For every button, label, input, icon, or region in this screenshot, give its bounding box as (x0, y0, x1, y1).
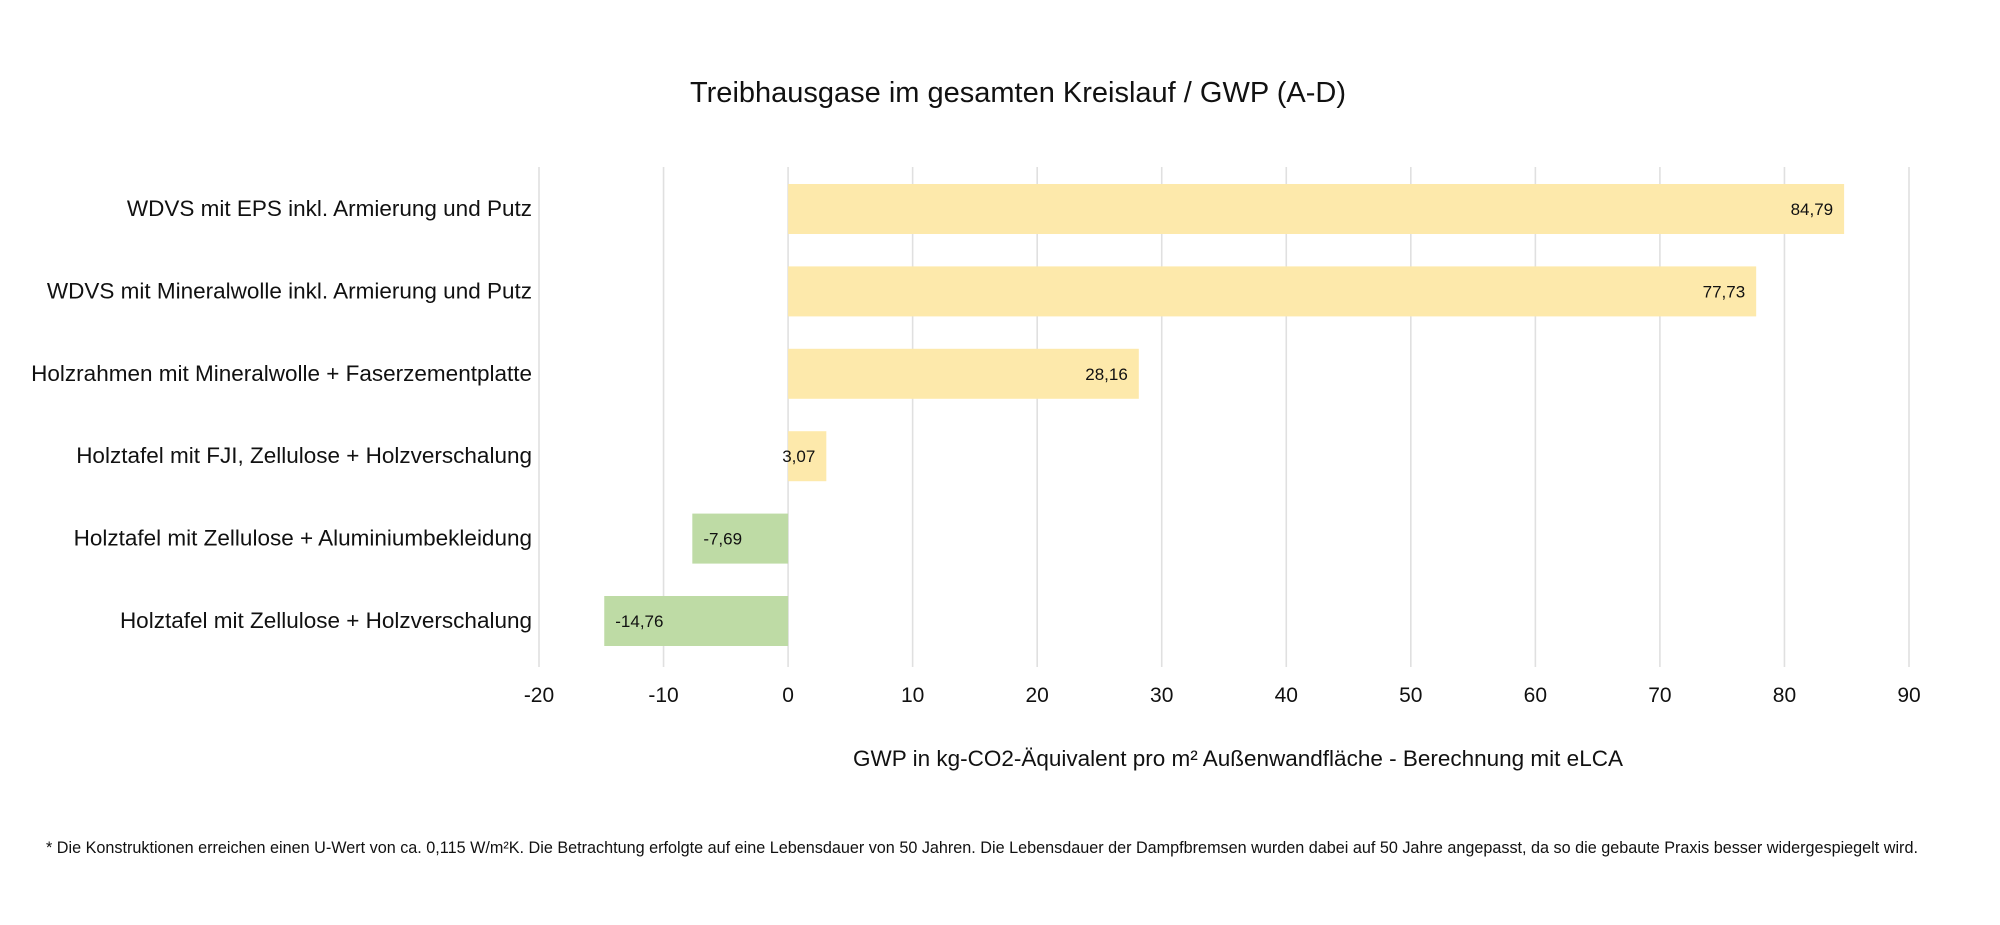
category-label: WDVS mit Mineralwolle inkl. Armierung un… (47, 278, 532, 303)
category-label: Holztafel mit FJI, Zellulose + Holzversc… (76, 443, 532, 468)
x-axis-ticks: -20 -10 0 10 20 30 40 50 60 70 80 90 (524, 684, 1921, 707)
data-label: -14,76 (615, 612, 663, 631)
bar (604, 596, 789, 646)
x-tick-label: 70 (1648, 684, 1671, 707)
data-label: 77,73 (1703, 282, 1746, 301)
x-axis-title: GWP in kg-CO2-Äquivalent pro m² Außenwan… (853, 746, 1623, 771)
x-tick-label: -20 (524, 684, 554, 707)
x-tick-label: 80 (1773, 684, 1796, 707)
bar (788, 348, 1139, 399)
x-tick-label: -10 (648, 684, 678, 707)
x-tick-label: 0 (782, 684, 794, 707)
footnote: * Die Konstruktionen erreichen einen U-W… (46, 839, 1918, 857)
x-tick-label: 50 (1399, 684, 1422, 707)
data-label: 3,07 (782, 447, 815, 466)
gridlines (538, 167, 1910, 667)
data-label: 28,16 (1085, 365, 1128, 384)
bar (788, 266, 1757, 317)
data-label: -7,69 (703, 530, 742, 549)
bar (788, 431, 827, 482)
category-labels: WDVS mit EPS inkl. Armierung und Putz WDV… (31, 196, 532, 633)
bars: 84,79 77,73 28,16 3,07 -7,69 -14,76 (604, 184, 1845, 646)
x-tick-label: 90 (1897, 684, 1920, 707)
x-tick-label: 10 (901, 684, 924, 707)
x-tick-label: 30 (1150, 684, 1173, 707)
category-label: Holztafel mit Zellulose + Aluminiumbekle… (74, 526, 532, 551)
category-label: WDVS mit EPS inkl. Armierung und Putz (127, 196, 532, 221)
x-tick-label: 60 (1524, 684, 1547, 707)
chart-title: Treibhausgase im gesamten Kreislauf / GW… (690, 77, 1346, 109)
category-label: Holztafel mit Zellulose + Holzverschalun… (120, 608, 532, 633)
bar (788, 184, 1845, 234)
x-tick-label: 20 (1026, 684, 1049, 707)
category-label: Holzrahmen mit Mineralwolle + Faserzemen… (31, 361, 532, 386)
x-tick-label: 40 (1275, 684, 1298, 707)
bar (692, 513, 789, 564)
data-label: 84,79 (1791, 200, 1834, 219)
